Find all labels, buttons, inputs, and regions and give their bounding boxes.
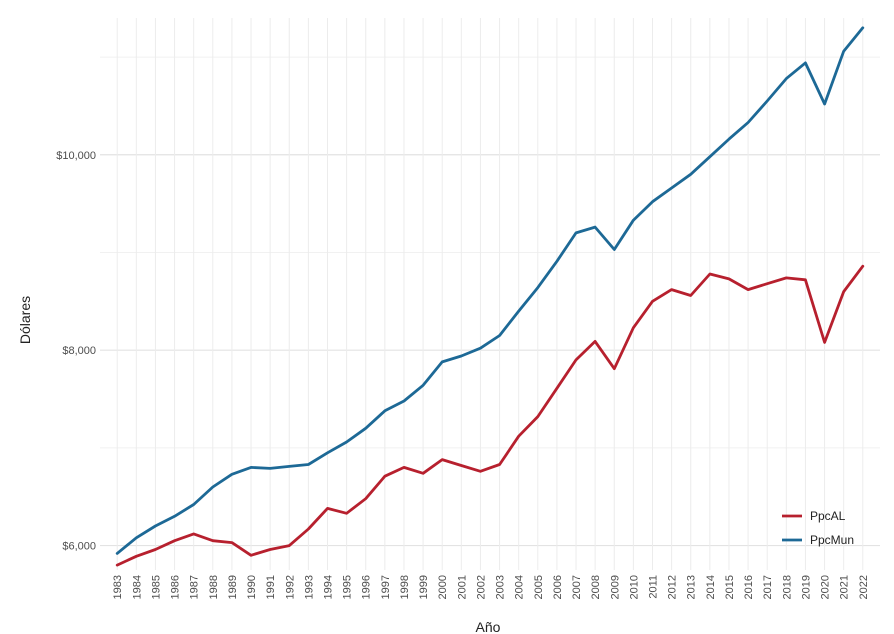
legend-label: PpcAL	[810, 509, 846, 523]
grid	[100, 18, 880, 570]
x-tick-label: 1992	[284, 575, 296, 599]
x-tick-label: 1997	[380, 575, 392, 599]
x-tick-label: 2011	[648, 575, 660, 599]
x-tick-label: 2009	[609, 575, 621, 599]
x-tick-label: 1987	[189, 575, 201, 599]
x-tick-label: 2004	[514, 575, 526, 599]
x-axis-title: Año	[476, 619, 501, 634]
x-axis-tick-labels: 1983 1984 1985 1986 1987 1988 1989 1990 1991 1992…	[112, 575, 870, 599]
x-tick-label: 1985	[150, 575, 162, 599]
x-tick-label: 2017	[762, 575, 774, 599]
x-tick-label: 2000	[437, 575, 449, 599]
x-tick-label: 2006	[552, 575, 564, 599]
x-tick-label: 2001	[456, 575, 468, 599]
x-tick-label: 1983	[112, 575, 124, 599]
x-tick-label: 1993	[303, 575, 315, 599]
x-tick-label: 2002	[475, 575, 487, 599]
series-line-ppcmun	[115, 26, 865, 555]
y-tick-label: $10,000	[56, 150, 96, 162]
x-tick-label: 2014	[705, 575, 717, 599]
x-tick-label: 2018	[781, 575, 793, 599]
x-tick-label: 2019	[800, 575, 812, 599]
x-tick-label: 2013	[686, 575, 698, 599]
x-tick-label: 2003	[495, 575, 507, 599]
x-tick-label: 2007	[571, 575, 583, 599]
x-tick-label: 2010	[628, 575, 640, 599]
x-tick-label: 2022	[858, 575, 870, 599]
x-tick-label: 2005	[533, 575, 545, 599]
y-axis-tick-labels: $6,000 $8,000 $10,000	[56, 150, 96, 553]
x-tick-label: 1989	[227, 575, 239, 599]
y-tick-label: $8,000	[62, 345, 96, 357]
x-tick-label: 2016	[743, 575, 755, 599]
x-tick-label: 1990	[246, 575, 258, 599]
legend: PpcAL PpcMun	[782, 509, 854, 547]
x-tick-label: 1984	[131, 575, 143, 599]
series-lines	[115, 26, 865, 567]
x-tick-label: 1988	[208, 575, 220, 599]
x-tick-label: 1991	[265, 575, 277, 599]
x-tick-label: 2008	[590, 575, 602, 599]
x-tick-label: 1998	[399, 575, 411, 599]
x-tick-label: 1995	[342, 575, 354, 599]
series-line-ppcal	[115, 264, 865, 567]
x-tick-label: 2015	[724, 575, 736, 599]
y-tick-label: $6,000	[62, 541, 96, 553]
y-axis-title: Dólares	[17, 296, 33, 344]
legend-label: PpcMun	[810, 533, 854, 547]
x-tick-label: 2012	[667, 575, 679, 599]
x-tick-label: 2021	[839, 575, 851, 599]
x-tick-label: 1994	[323, 575, 335, 599]
x-tick-label: 2020	[820, 575, 832, 599]
x-tick-label: 1986	[170, 575, 182, 599]
x-tick-label: 1996	[361, 575, 373, 599]
x-tick-label: 1999	[418, 575, 430, 599]
